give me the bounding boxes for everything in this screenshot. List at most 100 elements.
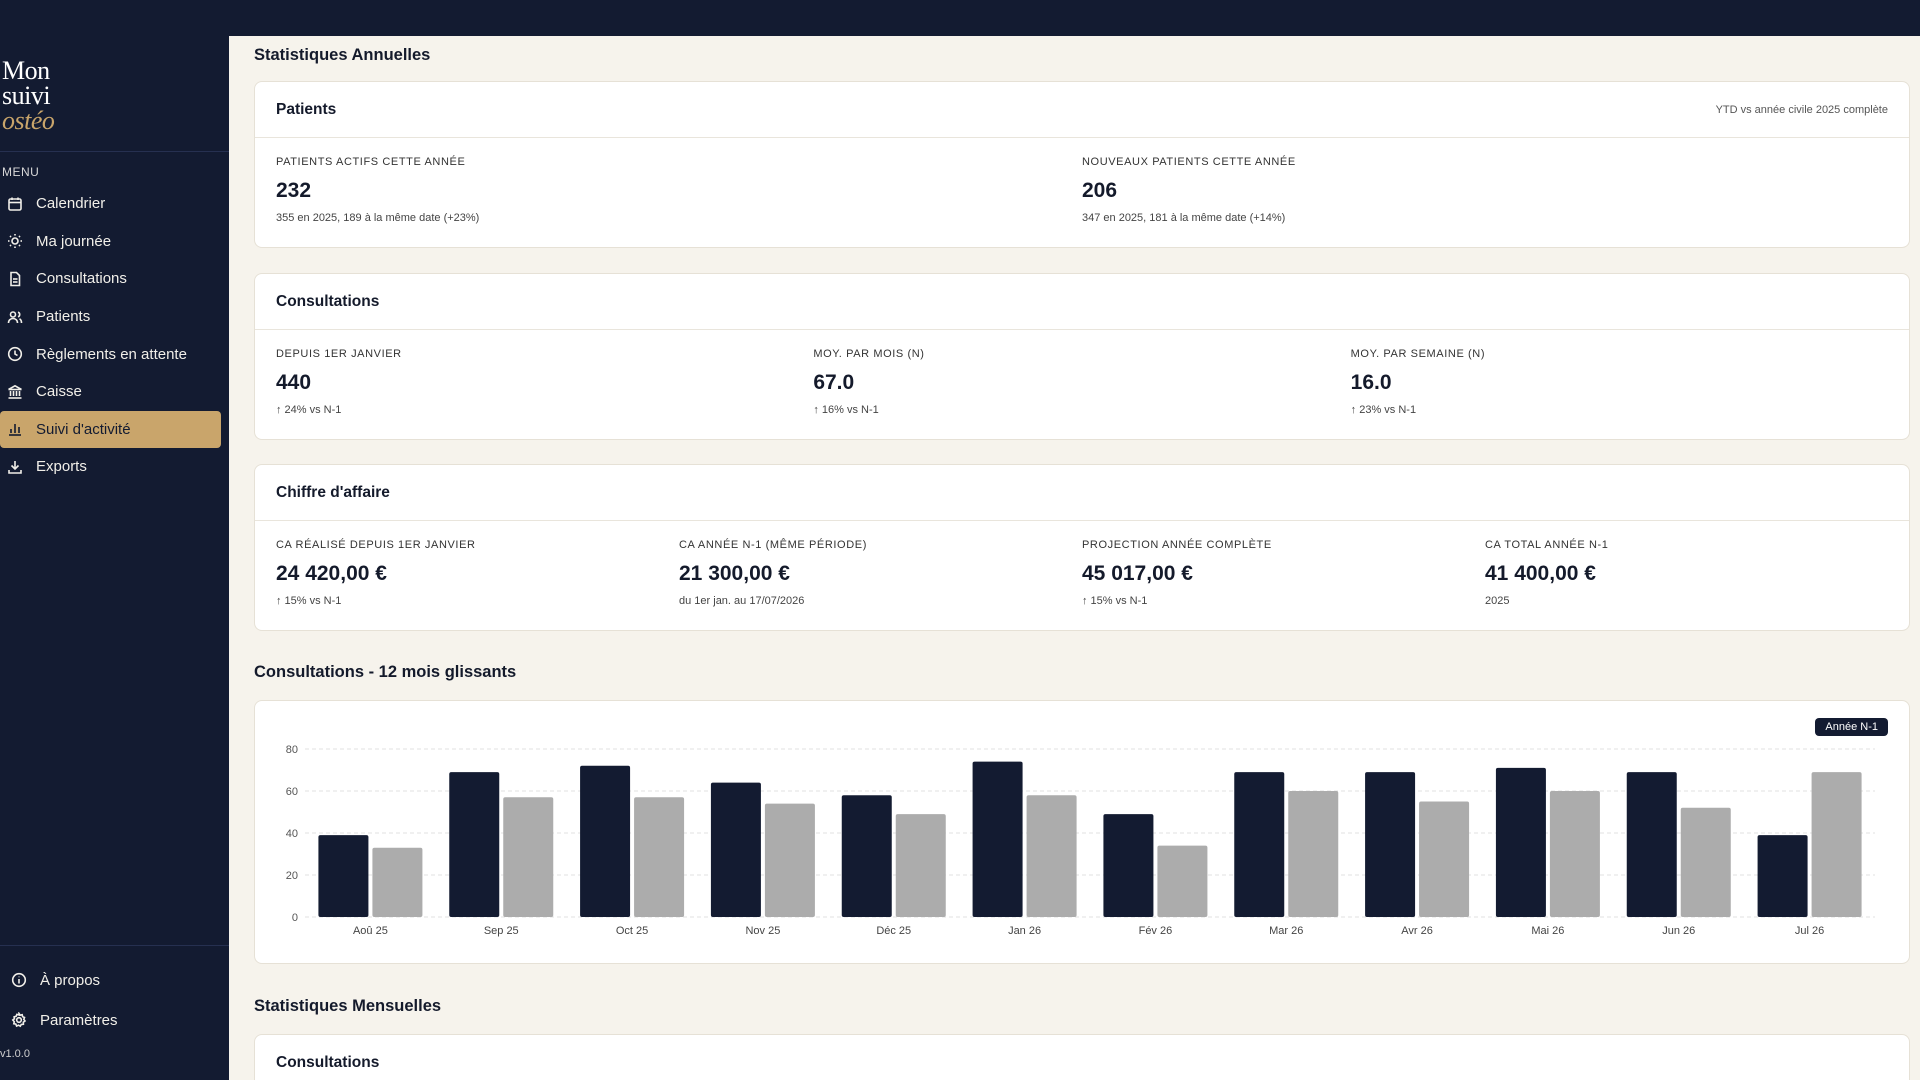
rolling-chart-card: Année N-1 0 20 40 60 80 Aoû 25 Sep 25 Oct 25 Nov… (254, 700, 1910, 964)
stat-value: 41 400,00 € (1485, 562, 1596, 585)
revenue-card-title: Chiffre d'affaire (276, 483, 390, 501)
consultations-card-header: Consultations (255, 274, 1909, 330)
sidebar-divider-bottom (0, 945, 229, 946)
stat-label: Patients actifs cette année (276, 156, 466, 168)
sidebar-item-label: À propos (40, 971, 101, 989)
bar-current-year (1757, 835, 1808, 917)
revenue-card-header: Chiffre d'affaire (255, 465, 1909, 521)
stat-delta: (+23%) (443, 212, 480, 224)
stat-label: Projection année complète (1082, 539, 1272, 551)
stat-revenue-projection: Projection année complète 45 017,00 € ↑ … (1082, 521, 1485, 607)
bar-previous-year (1288, 791, 1339, 917)
bar-previous-year (1811, 772, 1862, 917)
consultations-stats: Depuis 1er janvier 440 ↑ 24% vs N-1 Moy.… (255, 330, 1909, 416)
stat-since-january: Depuis 1er janvier 440 ↑ 24% vs N-1 (276, 330, 813, 416)
x-tick-label: Mar 26 (1269, 925, 1303, 937)
sidebar-item-reglements[interactable]: Règlements en attente (0, 335, 221, 373)
stat-label: Moy. par semaine (N) (1350, 348, 1486, 360)
bar-previous-year (764, 803, 815, 917)
sidebar-item-label: Patients (36, 308, 91, 326)
stat-revenue-ytd: CA réalisé depuis 1er janvier 24 420,00 … (276, 521, 679, 607)
stat-value: 16.0 (1350, 371, 1392, 394)
x-tick-label: Jul 26 (1795, 925, 1824, 937)
stat-sub: ↑ 15% vs N-1 (1082, 595, 1148, 607)
legend-badge[interactable]: Année N-1 (1815, 718, 1888, 736)
sidebar-item-patients[interactable]: Patients (0, 298, 221, 336)
sidebar-item-exports[interactable]: Exports (0, 448, 221, 486)
sidebar-item-label: Ma journée (36, 232, 112, 250)
bar-current-year (318, 835, 369, 917)
monthly-stats-title: Statistiques Mensuelles (254, 997, 442, 1015)
stat-sub: ↑ 16% vs N-1 (813, 404, 879, 416)
bar-current-year (1365, 772, 1416, 917)
document-icon (6, 270, 24, 288)
sidebar-item-consultations[interactable]: Consultations (0, 260, 221, 298)
consultations-card: Consultations Depuis 1er janvier 440 ↑ 2… (254, 273, 1910, 440)
x-tick-label: Oct 25 (616, 925, 648, 937)
bar-current-year (1234, 772, 1285, 917)
stat-sub: 355 en 2025, 189 à la même date (+23%) (276, 212, 1082, 224)
sidebar-item-a-propos[interactable]: À propos (0, 960, 221, 1000)
stat-revenue-previous-total: CA total année N-1 41 400,00 € 2025 (1485, 521, 1888, 607)
stat-value: 440 (276, 371, 312, 394)
bar-current-year (580, 765, 631, 917)
bank-icon (6, 383, 24, 401)
y-tick-label: 40 (286, 828, 298, 840)
bar-previous-year (503, 797, 554, 917)
sidebar-item-label: Exports (36, 458, 87, 476)
bar-current-year (449, 772, 500, 917)
sidebar-item-label: Calendrier (36, 195, 106, 213)
sidebar-item-ma-journee[interactable]: Ma journée (0, 223, 221, 261)
sidebar-item-calendrier[interactable]: Calendrier (0, 185, 221, 223)
x-tick-label: Sep 25 (484, 925, 519, 937)
stat-label: Depuis 1er janvier (276, 348, 402, 360)
sidebar-item-parametres[interactable]: Paramètres (0, 1000, 221, 1040)
x-tick-label: Jan 26 (1008, 925, 1041, 937)
sidebar-item-suivi-activite[interactable]: Suivi d'activité (0, 410, 221, 449)
stat-value: 232 (276, 179, 312, 202)
gear-icon (10, 1011, 28, 1029)
logo-line-2: suivi (2, 81, 51, 110)
calendar-icon (6, 195, 24, 213)
consultations-bar-chart: 0 20 40 60 80 Aoû 25 Sep 25 Oct 25 Nov 25 Déc 25 J… (286, 744, 1875, 937)
rolling-chart-title: Consultations - 12 mois glissants (254, 663, 517, 681)
x-tick-label: Aoû 25 (353, 925, 388, 937)
download-icon (6, 458, 24, 476)
revenue-stats: CA réalisé depuis 1er janvier 24 420,00 … (255, 521, 1909, 607)
stat-sub: ↑ 24% vs N-1 (276, 404, 342, 416)
stat-value: 24 420,00 € (276, 562, 387, 585)
patients-card-header: Patients YTD vs année civile 2025 complè… (255, 82, 1909, 138)
stat-label: CA année N-1 (même période) (679, 539, 867, 551)
top-bar (0, 0, 1920, 36)
annual-stats-title: Statistiques Annuelles (254, 46, 431, 64)
stat-sub: 2025 (1485, 595, 1510, 607)
consultations-card-title: Consultations (276, 292, 380, 310)
sidebar-item-label: Paramètres (40, 1011, 118, 1029)
stat-value: 206 (1082, 179, 1118, 202)
monthly-consultations-card-title: Consultations (276, 1053, 380, 1071)
app-logo[interactable]: Mon suivi ostéo (2, 58, 55, 134)
bar-current-year (1495, 767, 1546, 917)
stat-avg-per-month: Moy. par mois (N) 67.0 ↑ 16% vs N-1 (813, 330, 1350, 416)
patients-stats: Patients actifs cette année 232 355 en 2… (255, 138, 1909, 224)
stat-new-patients: Nouveaux patients cette année 206 347 en… (1082, 138, 1888, 224)
patients-card-note: YTD vs année civile 2025 complète (1715, 103, 1888, 116)
secondary-nav: À propos Paramètres (0, 960, 229, 1040)
stat-value: 21 300,00 € (679, 562, 790, 585)
sidebar-item-label: Règlements en attente (36, 345, 187, 363)
app-version: v1.0.0 (0, 1048, 30, 1060)
sidebar-item-caisse[interactable]: Caisse (0, 373, 221, 411)
stat-sub: du 1er jan. au 17/07/2026 (679, 595, 805, 607)
y-tick-label: 20 (286, 870, 298, 882)
bar-previous-year (1549, 791, 1600, 917)
users-icon (6, 308, 24, 326)
sun-icon (6, 232, 24, 250)
bar-current-year (1626, 772, 1677, 917)
monthly-consultations-card-header: Consultations (255, 1035, 1909, 1080)
patients-card-title: Patients (276, 100, 337, 118)
x-tick-label: Déc 25 (876, 925, 911, 937)
x-tick-label: Fév 26 (1139, 925, 1173, 937)
bar-chart-icon (6, 420, 24, 438)
patients-card: Patients YTD vs année civile 2025 complè… (254, 81, 1910, 248)
bar-previous-year (372, 847, 423, 917)
